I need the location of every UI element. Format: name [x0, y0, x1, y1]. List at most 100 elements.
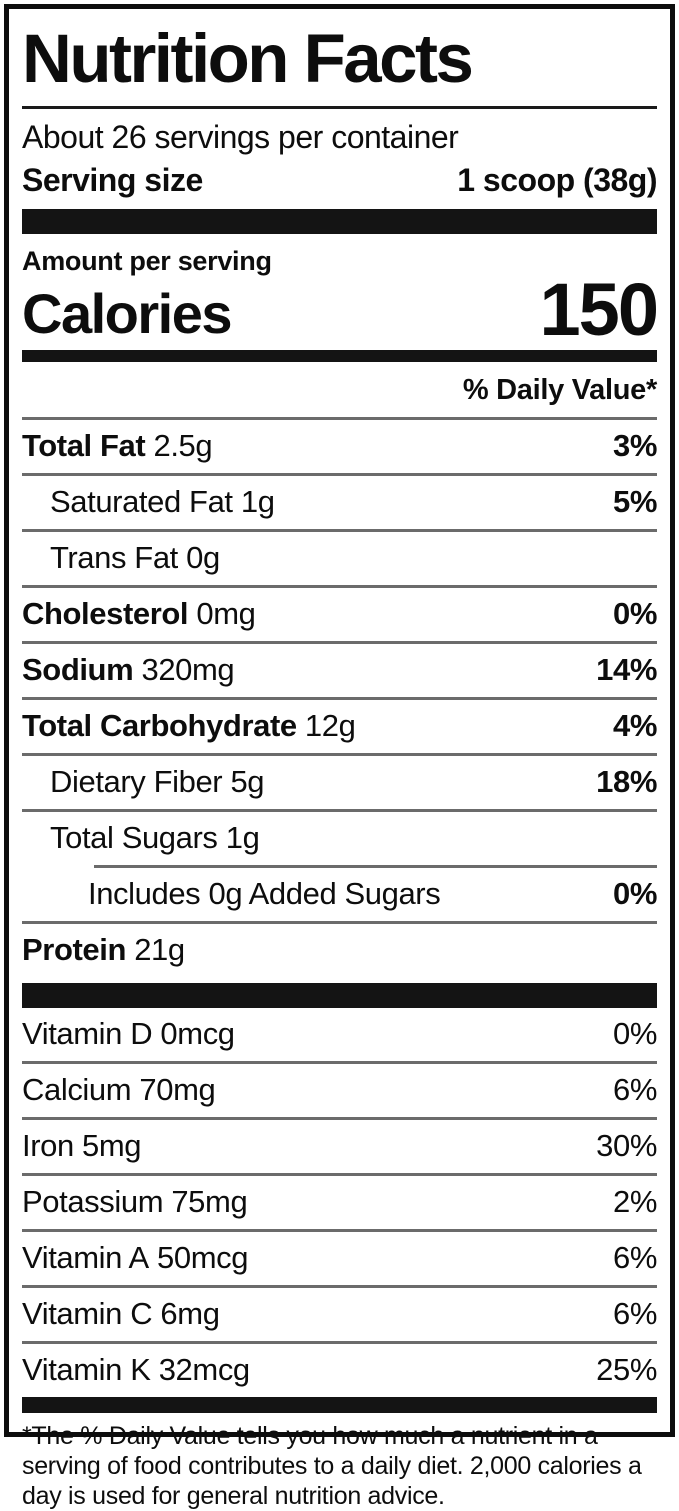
nutrient-name-amount: Vitamin D 0mcg [22, 1016, 235, 1052]
row-divider [22, 1341, 657, 1345]
daily-value-percent: 0% [612, 596, 657, 632]
row-divider [22, 753, 657, 757]
nutrient-name-amount: Cholesterol 0mg [22, 596, 256, 632]
separator-bar-bottom [22, 1397, 657, 1414]
calories-value: 150 [539, 268, 659, 352]
vitamin-row: Iron 5mg 30% [22, 1120, 657, 1173]
nutrient-name-amount: Saturated Fat 1g [50, 484, 275, 520]
nutrient-name: Sodium [22, 652, 134, 688]
nutrient-row: Trans Fat 0g [22, 532, 657, 585]
title-divider [22, 106, 657, 110]
nutrient-rows: Total Fat 2.5g 3% Saturated Fat 1g 5% Trans … [22, 420, 657, 977]
nutrient-row: Saturated Fat 1g 5% [22, 476, 657, 529]
nutrient-name-amount: Total Fat 2.5g [22, 428, 213, 464]
nutrient-amount: 70mg [131, 1072, 216, 1108]
serving-size-label: Serving size [22, 162, 203, 199]
row-divider [22, 641, 657, 645]
nutrient-row: Includes 0g Added Sugars 0% [22, 868, 657, 921]
daily-value-percent: 25% [596, 1352, 657, 1388]
daily-value-percent: 6% [612, 1072, 657, 1108]
nutrient-amount: 21g [126, 932, 185, 968]
row-divider [22, 473, 657, 477]
daily-value-divider [22, 417, 657, 421]
nutrient-name: Protein [22, 932, 126, 968]
nutrient-amount: 6mg [152, 1296, 220, 1332]
row-divider [22, 529, 657, 533]
row-divider [22, 1285, 657, 1289]
vitamin-row: Potassium 75mg 2% [22, 1176, 657, 1229]
nutrient-name-amount: Vitamin K 32mcg [22, 1352, 250, 1388]
nutrient-name-amount: Includes 0g Added Sugars [88, 876, 441, 912]
nutrient-row: Dietary Fiber 5g 18% [22, 756, 657, 809]
vitamin-row: Calcium 70mg 6% [22, 1064, 657, 1117]
daily-value-percent: 18% [596, 764, 657, 800]
daily-value-percent: 2% [612, 1184, 657, 1220]
nutrient-amount: 0mg [188, 596, 256, 632]
nutrient-name: Potassium [22, 1184, 164, 1220]
vitamin-row: Vitamin C 6mg 6% [22, 1288, 657, 1341]
nutrient-name: Iron [22, 1128, 74, 1164]
daily-value-percent: 5% [612, 484, 657, 520]
daily-value-percent: 6% [612, 1240, 657, 1276]
row-divider [22, 697, 657, 701]
separator-bar-top [22, 209, 657, 235]
nutrient-name: Saturated Fat [50, 484, 233, 520]
amount-per-serving-label: Amount per serving [22, 246, 272, 277]
row-divider [22, 1173, 657, 1177]
nutrient-name: Total Fat [22, 428, 146, 464]
nutrient-name: Vitamin D [22, 1016, 153, 1052]
row-divider [22, 1229, 657, 1233]
servings-per-container: About 26 servings per container [22, 119, 459, 156]
nutrient-name-amount: Vitamin C 6mg [22, 1296, 220, 1332]
row-divider [22, 1117, 657, 1121]
nutrient-name: Total Carbohydrate [22, 708, 297, 744]
nutrient-amount: 320mg [133, 652, 235, 688]
nutrient-row: Total Carbohydrate 12g 4% [22, 700, 657, 753]
vitamin-row: Vitamin K 32mcg 25% [22, 1344, 657, 1397]
daily-value-percent: 30% [596, 1128, 657, 1164]
separator-bar-middle [22, 983, 657, 1009]
daily-value-percent: 3% [612, 428, 657, 464]
nutrient-name-amount: Total Carbohydrate 12g [22, 708, 356, 744]
nutrient-amount: 5g [222, 764, 265, 800]
serving-size-value: 1 scoop (38g) [457, 162, 657, 199]
nutrient-name: Total Sugars [50, 820, 218, 856]
vitamin-row: Vitamin D 0mcg 0% [22, 1008, 657, 1061]
daily-value-header: % Daily Value* [462, 374, 657, 407]
nutrition-facts-label: Nutrition Facts About 26 servings per co… [4, 4, 675, 1510]
nutrient-name-amount: Trans Fat 0g [50, 540, 220, 576]
nutrient-name: Calcium [22, 1072, 132, 1108]
daily-value-percent: 6% [612, 1296, 657, 1332]
row-divider [22, 585, 657, 589]
nutrient-amount: 50mcg [148, 1240, 249, 1276]
nutrient-amount: 32mcg [150, 1352, 250, 1388]
nutrient-amount: 5mg [73, 1128, 142, 1164]
nutrient-name: Vitamin C [22, 1296, 153, 1332]
separator-bar-calories [22, 350, 657, 363]
nutrient-name-amount: Potassium 75mg [22, 1184, 248, 1220]
nutrient-amount: 1g [232, 484, 275, 520]
vitamin-rows: Vitamin D 0mcg 0% Calcium 70mg 6% Iron 5mg 30… [22, 1008, 657, 1397]
nutrient-name: Vitamin A [22, 1240, 149, 1276]
nutrient-name: Trans Fat [50, 540, 178, 576]
nutrient-name-amount: Dietary Fiber 5g [50, 764, 265, 800]
calories-row: Calories 150 [22, 268, 659, 352]
nutrient-row: Total Fat 2.5g 3% [22, 420, 657, 473]
nutrient-name: Cholesterol [22, 596, 189, 632]
vitamin-row: Vitamin A 50mcg 6% [22, 1232, 657, 1285]
nutrient-amount: 75mg [163, 1184, 248, 1220]
nutrient-row: Cholesterol 0mg 0% [22, 588, 657, 641]
nutrient-row: Protein 21g [22, 924, 657, 977]
nutrient-amount: 1g [217, 820, 260, 856]
nutrient-row: Total Sugars 1g [22, 812, 657, 865]
daily-value-footnote: *The % Daily Value tells you how much a … [22, 1422, 642, 1511]
nutrient-amount: 12g [296, 708, 356, 744]
nutrient-name: Dietary Fiber [50, 764, 223, 800]
nutrient-name-amount: Protein 21g [22, 932, 185, 968]
row-divider [22, 1061, 657, 1065]
daily-value-percent: 0% [612, 876, 657, 912]
nutrient-name-amount: Total Sugars 1g [50, 820, 260, 856]
calories-label: Calories [22, 282, 233, 346]
row-divider [22, 809, 657, 813]
daily-value-percent: 0% [612, 1016, 657, 1052]
